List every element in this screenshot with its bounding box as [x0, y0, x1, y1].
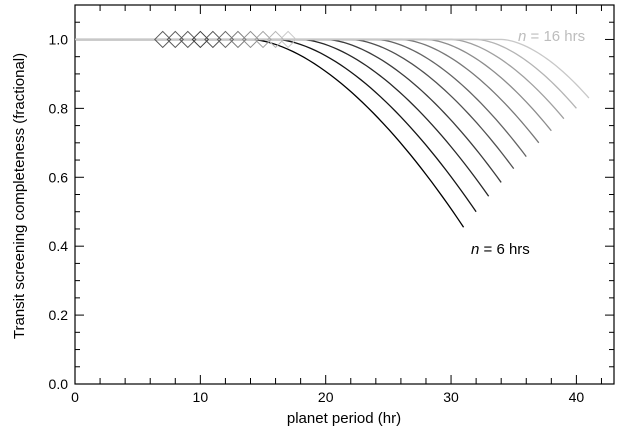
annotation-n6: n = 6 hrs	[471, 241, 530, 258]
curve-n13	[75, 38, 552, 132]
series-curves	[75, 38, 590, 228]
y-tick-label: 0.4	[49, 238, 69, 254]
curve-n10	[75, 38, 515, 170]
y-tick-label: 0.6	[49, 169, 69, 185]
plot-frame	[74, 4, 615, 385]
diamond-marker-n12	[229, 30, 247, 49]
curve-n6	[75, 38, 465, 228]
y-tick-label: 1.0	[49, 31, 69, 47]
diamond-marker-n9	[191, 30, 210, 49]
annotation-n16: n = 16 hrs	[518, 28, 585, 45]
curve-n9	[75, 38, 502, 183]
x-tick-label: 0	[71, 389, 79, 405]
diamond-marker-n8	[179, 30, 197, 49]
y-tick-label: 0.8	[49, 100, 69, 116]
x-tick-label: 10	[193, 389, 209, 405]
x-tick-label: 30	[443, 389, 459, 405]
y-tick-label: 0.2	[49, 307, 69, 323]
diamond-marker-n10	[204, 30, 222, 49]
diamond-markers	[154, 30, 297, 49]
curve-n11	[75, 38, 527, 157]
curve-n15	[75, 38, 577, 109]
y-axis-label: Transit screening completeness (fraction…	[11, 53, 28, 339]
x-tick-label: 20	[318, 389, 334, 405]
curve-n16	[75, 38, 590, 99]
curve-n7	[75, 38, 477, 213]
diamond-marker-n13	[241, 30, 260, 49]
curve-n8	[75, 38, 490, 197]
diamond-marker-n6	[154, 30, 172, 49]
diamond-marker-n7	[166, 30, 184, 49]
x-axis-label: planet period (hr)	[287, 410, 401, 427]
diamond-marker-n11	[216, 30, 235, 49]
curve-n14	[75, 38, 565, 120]
x-tick-label: 40	[569, 389, 585, 405]
x-tick-labels: 0 10 20 30 40	[71, 389, 584, 405]
y-tick-label: 0.0	[49, 376, 69, 392]
y-tick-labels: 0.0 0.2 0.4 0.6 0.8 1.0	[49, 31, 69, 392]
curve-n12	[75, 38, 540, 144]
axis-ticks	[74, 4, 614, 385]
diamond-marker-n16	[279, 30, 297, 49]
diamond-marker-n15	[266, 30, 285, 49]
diamond-marker-n14	[254, 30, 272, 49]
